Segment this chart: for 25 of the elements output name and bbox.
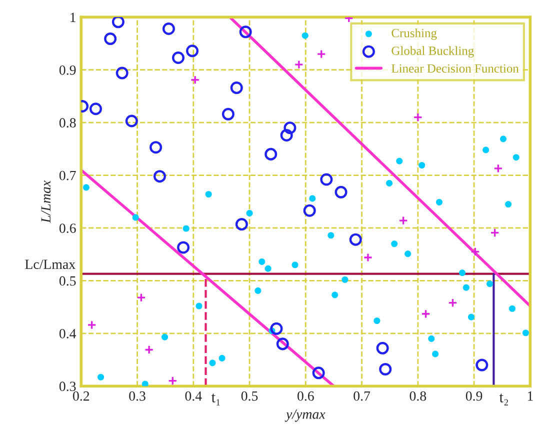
y-tick-label: 0.7: [59, 170, 76, 180]
y-tick-label: 0.4: [59, 328, 76, 338]
x-tick-label: 0.3: [129, 391, 146, 401]
ref-line-label: Lc/Lmax: [25, 260, 76, 269]
x-tick-label: 0.6: [298, 391, 314, 401]
x-tick-label: 1: [528, 391, 533, 401]
ref-line-label: t₂: [499, 394, 508, 406]
x-tick-label: 0.9: [466, 391, 482, 401]
y-axis-title: L/Lmax: [41, 180, 51, 224]
legend-label: Global Buckling: [392, 46, 474, 58]
ref-line-label: t₁: [211, 394, 220, 406]
x-tick-label: 0.4: [185, 391, 202, 401]
y-tick-label: 0.3: [59, 382, 76, 392]
y-tick-label: 0.9: [59, 65, 76, 75]
y-tick-label: 1: [70, 12, 76, 22]
y-tick-label: 0.6: [59, 224, 76, 233]
y-tick-label: 0.5: [59, 276, 76, 286]
y-tick-label: 0.8: [59, 118, 76, 128]
legend-label: Crushing: [392, 28, 437, 40]
x-tick-label: 0.8: [410, 391, 426, 401]
x-axis-title: y/ymax: [284, 410, 326, 422]
legend-label: Linear Decision Function: [392, 64, 519, 73]
x-tick-label: 0.5: [241, 391, 258, 401]
x-tick-label: 0.7: [354, 391, 370, 401]
x-tick-label: 0.2: [73, 391, 90, 401]
